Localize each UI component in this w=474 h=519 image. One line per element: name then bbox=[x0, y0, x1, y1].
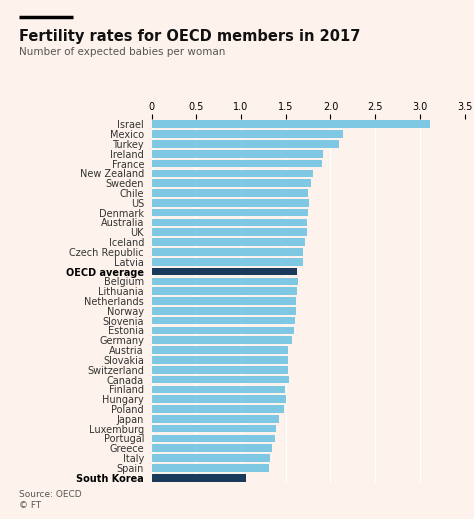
Bar bbox=[152, 297, 296, 305]
Bar bbox=[152, 386, 285, 393]
Bar bbox=[152, 326, 294, 334]
Bar bbox=[152, 238, 304, 246]
Text: Number of expected babies per woman: Number of expected babies per woman bbox=[19, 47, 225, 57]
Bar bbox=[152, 199, 309, 207]
Bar bbox=[152, 218, 307, 226]
Bar bbox=[152, 376, 289, 384]
Bar bbox=[152, 180, 311, 187]
Bar bbox=[152, 434, 275, 442]
Text: Source: OECD: Source: OECD bbox=[19, 490, 82, 499]
Bar bbox=[152, 346, 288, 354]
Bar bbox=[152, 474, 246, 482]
Bar bbox=[152, 248, 303, 256]
Bar bbox=[152, 228, 307, 236]
Bar bbox=[152, 405, 284, 413]
Bar bbox=[152, 307, 296, 315]
Bar bbox=[152, 170, 313, 177]
Bar bbox=[152, 150, 323, 158]
Text: Fertility rates for OECD members in 2017: Fertility rates for OECD members in 2017 bbox=[19, 29, 360, 44]
Bar bbox=[152, 278, 298, 285]
Bar bbox=[152, 454, 270, 462]
Bar bbox=[152, 288, 297, 295]
Bar bbox=[152, 336, 292, 344]
Bar bbox=[152, 366, 288, 374]
Bar bbox=[152, 209, 308, 216]
Bar bbox=[152, 120, 429, 128]
Bar bbox=[152, 268, 297, 276]
Text: © FT: © FT bbox=[19, 501, 41, 510]
Bar bbox=[152, 395, 286, 403]
Bar bbox=[152, 444, 273, 452]
Bar bbox=[152, 356, 288, 364]
Bar bbox=[152, 415, 280, 422]
Bar bbox=[152, 425, 276, 432]
Bar bbox=[152, 130, 343, 138]
Bar bbox=[152, 464, 269, 472]
Bar bbox=[152, 140, 339, 148]
Bar bbox=[152, 160, 321, 168]
Bar bbox=[152, 258, 303, 266]
Bar bbox=[152, 317, 295, 324]
Bar bbox=[152, 189, 308, 197]
